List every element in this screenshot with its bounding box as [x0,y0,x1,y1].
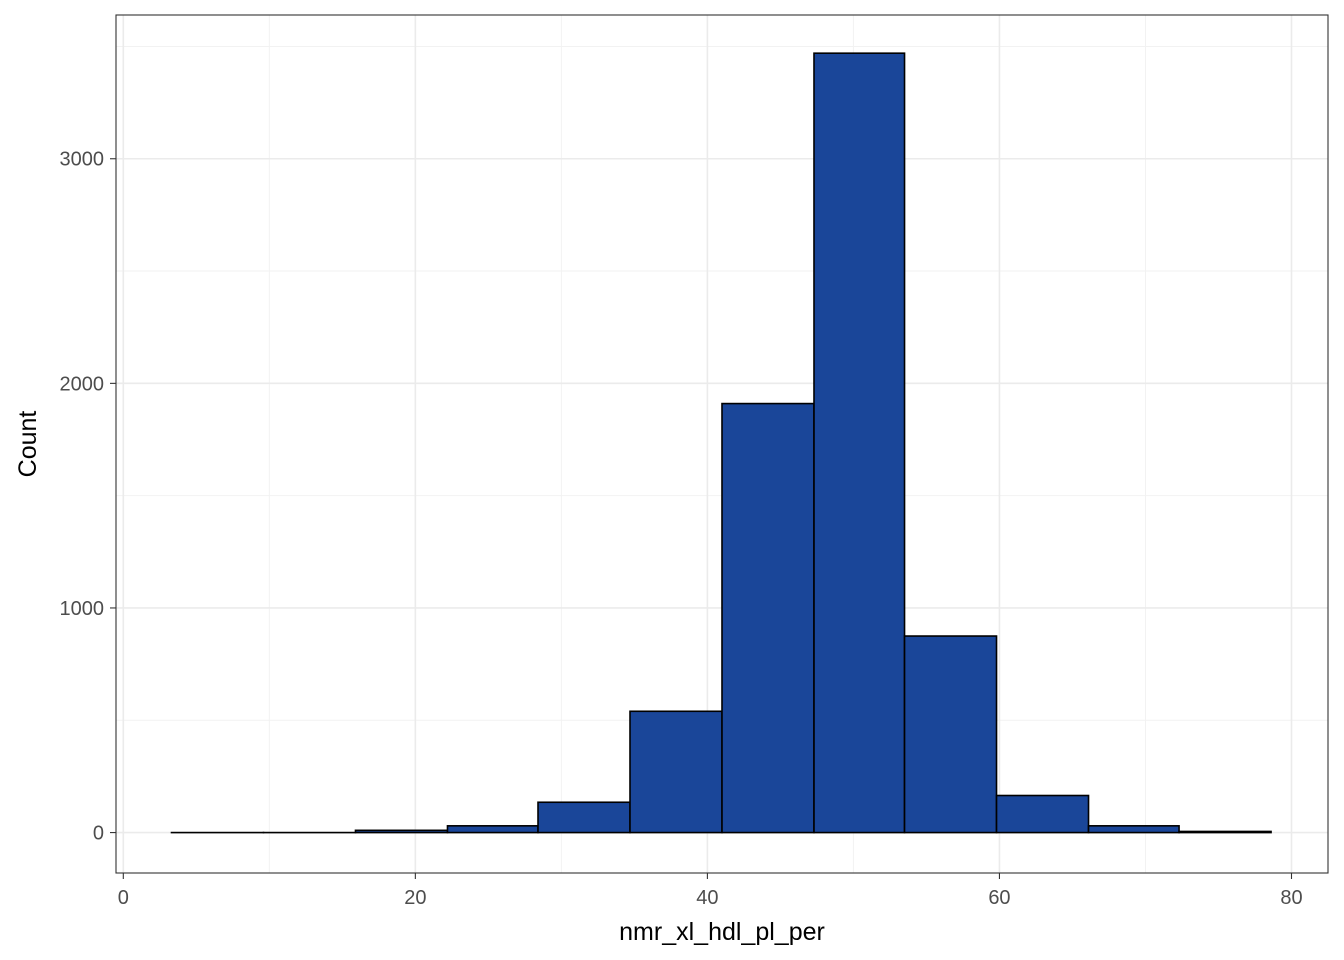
y-tick-label: 0 [93,823,104,845]
histogram-bar [813,52,906,834]
histogram-bars [170,52,1272,834]
x-axis: 0 20 40 60 80 [118,873,1303,909]
histogram-bar [354,829,449,834]
plot-panel-border [115,14,1329,874]
histogram-bar [903,635,998,834]
x-tick-label: 0 [118,887,129,909]
histogram-bar [446,825,539,834]
x-tick-label: 40 [696,887,718,909]
histogram-bar [1178,830,1272,834]
y-tick-label: 1000 [60,598,105,620]
histogram-bar [721,402,815,834]
histogram-bar [629,710,723,834]
y-axis: 0 1000 2000 3000 [60,149,116,845]
x-tick-label: 60 [988,887,1010,909]
x-tick-label: 80 [1280,887,1302,909]
x-axis-title: nmr_xl_hdl_pl_per [619,918,825,946]
histogram-bar [1087,825,1180,834]
histogram-bar [995,794,1090,834]
y-tick-label: 3000 [60,149,105,171]
y-tick-label: 2000 [60,373,105,395]
x-tick-label: 20 [404,887,426,909]
histogram-bar [537,801,631,834]
y-axis-title: Count [14,411,42,478]
